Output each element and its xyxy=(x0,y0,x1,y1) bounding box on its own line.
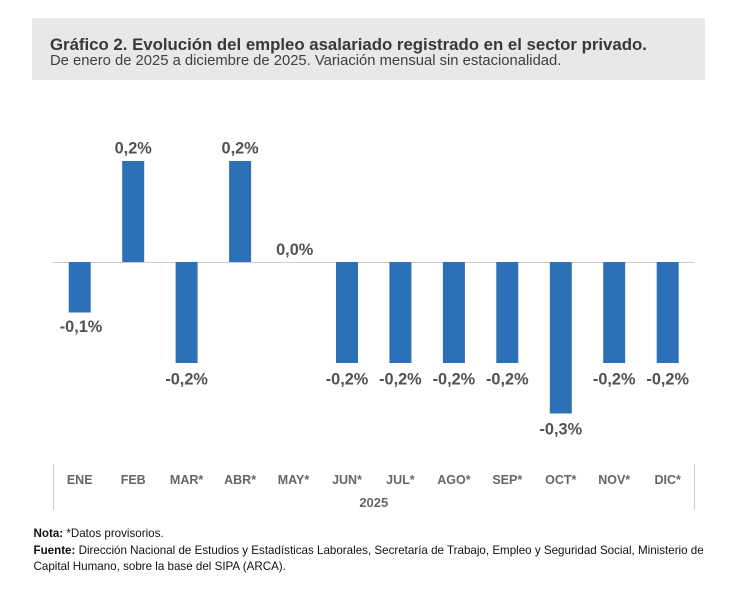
svg-text:ENE: ENE xyxy=(67,473,93,487)
svg-text:-0,2%: -0,2% xyxy=(593,370,636,388)
svg-text:-0,2%: -0,2% xyxy=(165,370,208,388)
svg-text:2025: 2025 xyxy=(359,495,388,510)
svg-text:-0,1%: -0,1% xyxy=(60,318,103,336)
svg-text:MAR*: MAR* xyxy=(170,473,203,487)
svg-text:FEB: FEB xyxy=(121,473,146,487)
svg-text:NOV*: NOV* xyxy=(598,473,630,487)
svg-text:ABR*: ABR* xyxy=(224,473,256,487)
svg-text:JUN*: JUN* xyxy=(332,473,362,487)
svg-text:JUL*: JUL* xyxy=(386,473,415,487)
svg-text:AGO*: AGO* xyxy=(437,473,470,487)
svg-text:OCT*: OCT* xyxy=(545,473,576,487)
svg-text:-0,2%: -0,2% xyxy=(433,370,476,388)
svg-text:SEP*: SEP* xyxy=(492,473,522,487)
svg-text:0,0%: 0,0% xyxy=(276,241,314,259)
svg-text:-0,3%: -0,3% xyxy=(540,420,583,438)
svg-text:-0,2%: -0,2% xyxy=(486,370,529,388)
svg-text:0,2%: 0,2% xyxy=(222,140,260,158)
svg-text:MAY*: MAY* xyxy=(278,473,310,487)
svg-text:-0,2%: -0,2% xyxy=(646,370,689,388)
svg-text:DIC*: DIC* xyxy=(654,473,681,487)
svg-text:-0,2%: -0,2% xyxy=(326,370,369,388)
svg-text:-0,2%: -0,2% xyxy=(379,370,422,388)
svg-text:0,2%: 0,2% xyxy=(115,140,153,158)
